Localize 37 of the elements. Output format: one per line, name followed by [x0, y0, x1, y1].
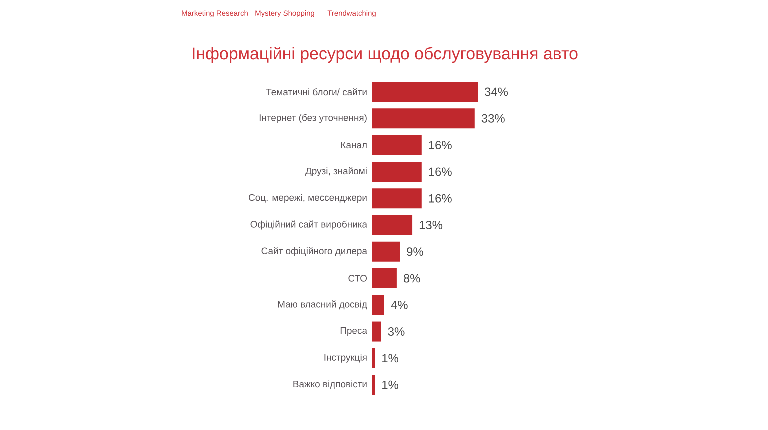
bar: [372, 322, 382, 342]
y-tick-label: Соц. мережі, мессенджери: [249, 194, 367, 203]
data-label: 33%: [482, 114, 505, 123]
chart-title: Інформаційні ресурси щодо обслуговування авто: [193, 46, 578, 64]
y-tick-label: Канал: [341, 142, 367, 149]
bar: [372, 82, 478, 102]
y-tick-label: Інтернет (без уточнення): [260, 114, 367, 124]
y-tick-label: Офіційний сайт виробника: [250, 220, 368, 230]
bar: [372, 242, 400, 262]
y-tick-label: Сайт офіційного дилера: [262, 247, 368, 256]
data-label: 1%: [382, 380, 398, 390]
bar: [372, 188, 422, 209]
data-label: 34%: [484, 88, 508, 96]
data-label: 16%: [429, 194, 452, 203]
y-tick-label: Тематичні блоги/ сайти: [266, 88, 367, 96]
bar: [372, 375, 376, 396]
bar: [372, 268, 397, 288]
y-tick-label: Маю власний досвід: [278, 300, 368, 310]
data-label: 8%: [404, 274, 420, 283]
bar: [372, 108, 475, 129]
bar: [372, 348, 376, 368]
y-tick-label: Важко відповісти: [294, 380, 367, 390]
data-label: 13%: [420, 220, 443, 230]
data-label: 9%: [407, 248, 424, 256]
bar: [372, 215, 413, 236]
data-label: 1%: [382, 354, 398, 363]
y-tick-label: Інструкція: [324, 354, 367, 363]
y-tick-label: СТО: [348, 275, 368, 282]
data-label: 16%: [429, 168, 452, 176]
bar: [372, 295, 384, 316]
y-tick-label: Преса: [340, 328, 368, 336]
y-tick-label: Друзі, знайомі: [306, 167, 367, 176]
data-label: 16%: [429, 141, 452, 150]
data-label: 4%: [391, 300, 408, 310]
data-label: 3%: [388, 328, 405, 336]
bar: [372, 135, 422, 156]
bar: [372, 162, 422, 182]
